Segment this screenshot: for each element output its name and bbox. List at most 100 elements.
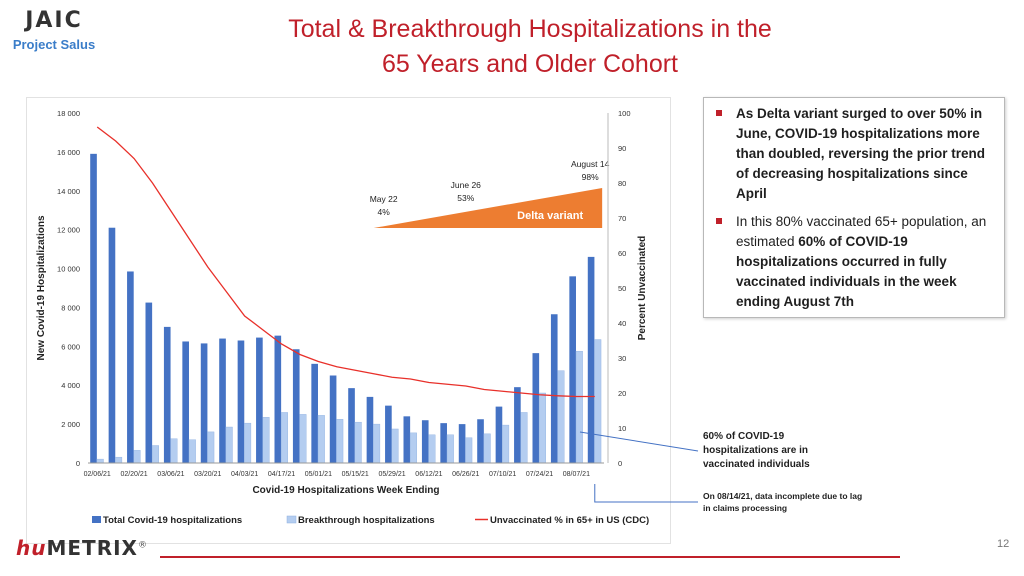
logo-mark: JAIC [25,8,83,33]
delta-variant-label: Delta variant [517,210,583,222]
callout-line-incomplete [594,484,698,503]
bar-breakthrough [483,433,491,464]
y-tick-label: 10 000 [57,265,80,274]
page-number: 12 [997,538,1010,550]
delta-point-date: June 26 [451,180,482,190]
x-tick-label: 03/20/21 [194,471,221,478]
bullet-2-text: In this 80% vaccinated 65+ population, a… [736,214,987,249]
bar-breakthrough [409,432,417,464]
key-findings-box: As Delta variant surged to over 50% in J… [703,97,1005,318]
x-tick-label: 04/17/21 [268,471,295,478]
x-tick-label: 02/06/21 [84,471,111,478]
bar-total [329,375,337,463]
bar-total [237,340,245,463]
bar-breakthrough [280,412,288,464]
title-line-2: 65 Years and Older Cohort [381,50,679,78]
bar-total [366,396,374,463]
bar-breakthrough [538,392,546,464]
bar-breakthrough [262,417,270,464]
bar-breakthrough [575,350,583,464]
y2-tick-label: 80 [618,179,626,188]
bar-breakthrough [115,456,123,464]
x-tick-label: 02/20/21 [120,471,147,478]
y-tick-label: 0 [76,459,80,468]
callout-incomplete-data: On 08/14/21, data incomplete due to lag … [703,491,863,513]
x-tick-label: 06/26/21 [452,471,479,478]
legend-label-total: Total Covid-19 hospitalizations [103,515,242,526]
delta-point-value: 4% [377,207,390,217]
x-tick-label: 05/29/21 [378,471,405,478]
y-tick-label: 12 000 [57,226,80,235]
bar-total [421,420,429,463]
delta-variant-triangle [373,188,603,228]
bar-breakthrough [373,423,381,464]
x-tick-label: 05/15/21 [342,471,369,478]
y2-axis-title: Percent Unvaccinated [637,236,648,341]
bar-total [219,338,226,463]
bar-total [514,387,521,463]
callout-line-vaccinated [579,431,699,452]
bar-total [108,227,116,463]
bar-total [477,419,484,463]
brand-metrix: METRIX [46,536,138,560]
callout-vaccinated-share: 60% of COVID-19 hospitalizations are in … [703,431,810,470]
slide-title: Total & Breakthrough Hospitalizations in… [230,12,830,82]
bullet-marker [716,110,722,116]
y2-tick-label: 60 [618,249,626,258]
y2-tick-label: 90 [618,144,626,153]
title-line-1: Total & Breakthrough Hospitalizations in… [288,15,772,43]
y-tick-label: 16 000 [57,148,80,157]
bar-breakthrough [594,339,602,464]
bar-breakthrough [299,414,307,464]
y-tick-label: 6 000 [61,342,80,351]
bar-total [274,335,282,463]
bar-total [587,256,595,463]
y2-tick-label: 0 [618,459,622,468]
bullet-2-bold: 60% of COVID-19 hospitalizations occurre… [736,234,957,309]
bar-total [145,302,153,463]
delta-point-value: 53% [457,193,474,203]
bar-breakthrough [428,434,436,464]
bar-total [458,424,466,463]
bar-total [385,405,392,463]
delta-point-value: 98% [582,172,599,182]
x-tick-label: 06/12/21 [415,471,442,478]
bullet-delta-surge: As Delta variant surged to over 50% in J… [714,104,994,204]
bar-total [292,349,300,463]
x-tick-label: 03/06/21 [157,471,184,478]
bar-breakthrough [207,431,215,464]
legend-label-breakthrough: Breakthrough hospitalizations [298,515,435,526]
bar-breakthrough [151,445,159,464]
x-tick-label: 08/07/21 [563,471,590,478]
line-unvaccinated-pct [96,126,595,398]
brand-hu: hu [16,536,47,560]
x-tick-label: 07/24/21 [526,471,553,478]
bar-breakthrough [225,426,233,464]
bar-total [182,341,189,463]
bar-total [311,363,318,463]
bar-breakthrough [557,370,565,464]
bar-breakthrough [188,439,196,464]
humetrix-logo: huMETRIX® [16,536,148,560]
bar-total [403,416,411,463]
bar-breakthrough [96,458,104,464]
bullet-marker [716,218,722,224]
bar-breakthrough [465,437,473,464]
bar-breakthrough [354,421,362,464]
y2-tick-label: 40 [618,319,626,328]
legend-swatch-total [92,516,101,523]
bar-breakthrough [336,419,344,464]
y-tick-label: 8 000 [61,303,80,312]
x-tick-label: 05/01/21 [305,471,332,478]
y-axis-title: New Covid-19 Hospitalizations [36,215,47,360]
y2-tick-label: 30 [618,354,626,363]
x-tick-label: 04/03/21 [231,471,258,478]
bullet-vaccinated-share: In this 80% vaccinated 65+ population, a… [714,212,994,312]
legend-swatch-breakthrough [286,515,297,524]
brand-reg: ® [137,540,148,551]
bar-breakthrough [446,434,454,464]
bar-total [90,153,97,464]
bar-total [440,423,447,463]
bar-total [495,406,503,463]
